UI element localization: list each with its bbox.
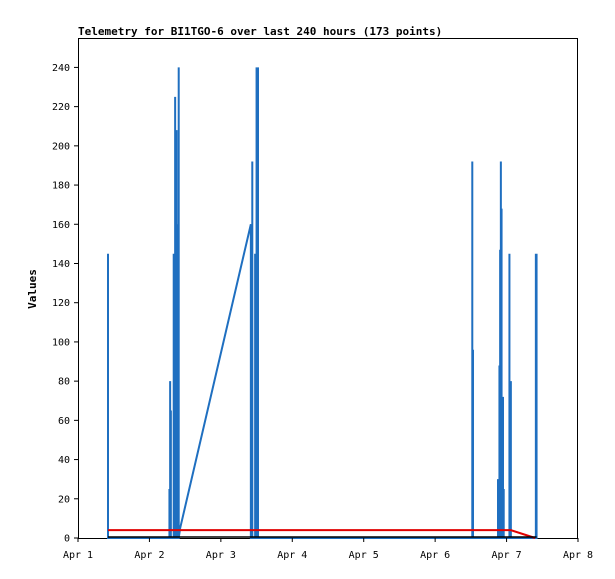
y-axis: 0 20 40 60 80 100 120 140 160 180 200 220 240 [52, 63, 78, 545]
x-tick-label: Apr 5 [349, 550, 379, 561]
y-tick-label: 60 [58, 416, 70, 427]
y-tick-label: 0 [64, 534, 70, 545]
series-line-0 [107, 67, 538, 539]
x-tick-label: Apr 6 [420, 550, 450, 561]
y-tick-label: 40 [58, 455, 70, 466]
chart-title: Telemetry for BI1TGO-6 over last 240 hou… [78, 25, 442, 38]
x-tick-label: Apr 2 [134, 550, 164, 561]
y-tick-label: 100 [52, 337, 70, 348]
y-tick-label: 160 [52, 220, 70, 231]
x-tick-label: Apr 8 [563, 550, 593, 561]
y-tick-label: 20 [58, 494, 70, 505]
series-layer [107, 67, 538, 539]
y-tick-label: 220 [52, 102, 70, 113]
x-axis: Apr 1 Apr 2 Apr 3 Apr 4 Apr 5 Apr 6 Apr 7 Apr 8 [63, 538, 593, 561]
x-tick-label: Apr 4 [277, 550, 307, 561]
y-tick-label: 200 [52, 141, 70, 152]
y-tick-label: 240 [52, 63, 70, 74]
x-tick-label: Apr 7 [492, 550, 522, 561]
y-tick-label: 180 [52, 181, 70, 192]
y-axis-label: Values [26, 269, 39, 309]
series-line-1 [108, 529, 536, 539]
x-tick-label: Apr 3 [206, 550, 236, 561]
y-tick-label: 80 [58, 377, 70, 388]
y-tick-label: 120 [52, 298, 70, 309]
plot-area [78, 38, 578, 539]
x-tick-label: Apr 1 [63, 550, 93, 561]
y-tick-label: 140 [52, 259, 70, 270]
